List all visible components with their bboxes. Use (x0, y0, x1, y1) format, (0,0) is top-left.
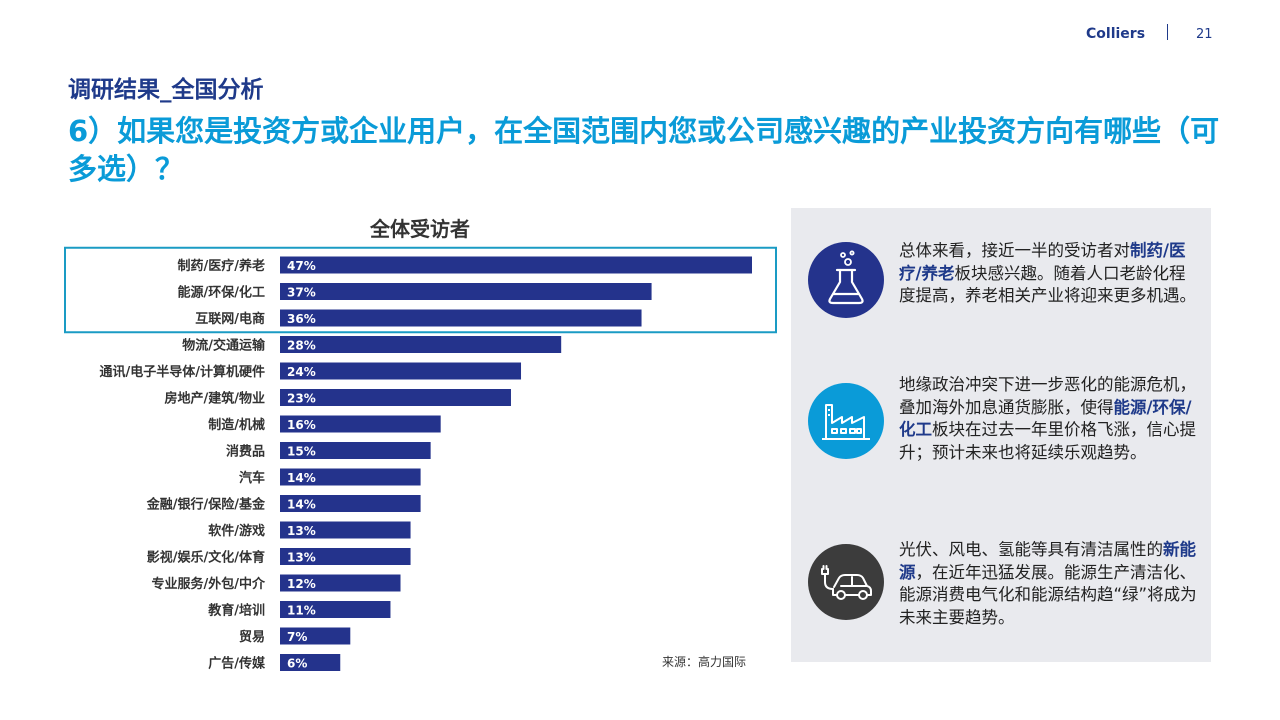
insight-text-2: 地缘政治冲突下进一步恶化的能源危机，叠加海外加息通货膨胀，使得能源/环保/化工板… (899, 374, 1199, 464)
insight-text-3: 光伏、风电、氢能等具有清洁属性的新能源，在近年迅猛发展。能源生产清洁化、能源消费… (899, 539, 1199, 629)
insight-text-1: 总体来看，接近一半的受访者对制药/医疗/养老板块感兴趣。随着人口老龄化程度提高，… (899, 240, 1199, 308)
value-label: 28% (287, 339, 316, 353)
value-label: 14% (287, 471, 316, 485)
category-label: 消费品 (226, 444, 265, 460)
factory-icon (808, 383, 884, 459)
value-label: 37% (287, 286, 316, 300)
value-label: 47% (287, 259, 316, 273)
page-number: 21 (1196, 27, 1213, 42)
body-text: ，在近年迅猛发展。能源生产清洁化、能源消费电气化和能源结构趋“绿”将成为未来主要… (899, 563, 1197, 627)
bar (280, 336, 561, 353)
value-label: 12% (287, 577, 316, 591)
header-divider (1167, 24, 1168, 40)
category-label: 制造/机械 (208, 417, 265, 433)
flask-icon (808, 242, 884, 318)
insight-icon-3 (808, 544, 884, 620)
value-label: 16% (287, 418, 316, 432)
value-label: 7% (287, 630, 307, 644)
value-label: 23% (287, 392, 316, 406)
brand-logo: Colliers (1086, 26, 1145, 42)
category-label: 能源/环保/化工 (178, 285, 266, 301)
source-note: 来源：高力国际 (662, 653, 746, 670)
value-label: 36% (287, 312, 316, 326)
bar (280, 283, 652, 300)
category-label: 制药/医疗/养老 (178, 258, 266, 274)
category-label: 互联网/电商 (195, 311, 265, 327)
value-label: 11% (287, 604, 316, 618)
value-label: 24% (287, 365, 316, 379)
body-text: 光伏、风电、氢能等具有清洁属性的 (899, 540, 1163, 559)
category-label: 教育/培训 (207, 603, 265, 619)
category-label: 通讯/电子半导体/计算机硬件 (100, 364, 266, 380)
body-text: 总体来看，接近一半的受访者对 (899, 241, 1130, 260)
category-label: 专业服务/外包/中介 (152, 576, 266, 592)
category-label: 房地产/建筑/物业 (165, 391, 266, 407)
category-label: 影视/娱乐/文化/体育 (147, 550, 265, 566)
insight-icon-2 (808, 383, 884, 459)
bar (280, 310, 642, 327)
bar-chart: 制药/医疗/养老 47% 能源/环保/化工 37% 互联网/电商 36% 物流/交通运输 28… (0, 0, 780, 720)
value-label: 15% (287, 445, 316, 459)
insight-panel: 总体来看，接近一半的受访者对制药/医疗/养老板块感兴趣。随着人口老龄化程度提高，… (791, 208, 1211, 662)
value-label: 13% (287, 551, 316, 565)
category-label: 贸易 (239, 629, 265, 645)
electric-car-icon (808, 544, 884, 620)
value-label: 13% (287, 524, 316, 538)
insight-icon-1 (808, 242, 884, 318)
value-label: 14% (287, 498, 316, 512)
bar (280, 363, 521, 380)
bar (280, 257, 752, 274)
category-label: 物流/交通运输 (182, 338, 266, 354)
category-label: 汽车 (239, 470, 265, 486)
category-label: 金融/银行/保险/基金 (146, 497, 266, 513)
value-label: 6% (287, 657, 307, 671)
category-label: 软件/游戏 (208, 523, 265, 539)
category-label: 广告/传媒 (208, 656, 266, 672)
body-text: 板块在过去一年里价格飞涨，信心提升；预计未来也将延续乐观趋势。 (899, 420, 1196, 462)
